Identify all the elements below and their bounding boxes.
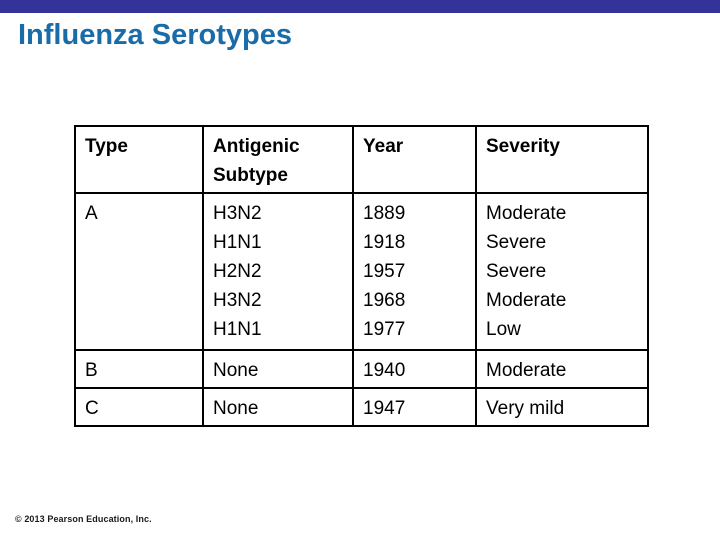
cell-subtypes-c: None — [202, 387, 354, 427]
table-row-type-a: A H3N2 H1N1 H2N2 H3N2 H1N1 1889 1918 195… — [74, 192, 649, 351]
top-accent-bar — [0, 0, 720, 13]
copyright-footer: © 2013 Pearson Education, Inc. — [15, 514, 152, 524]
column-header-year: Year — [352, 125, 477, 194]
cell-years-a: 1889 1918 1957 1968 1977 — [352, 192, 477, 351]
cell-severities-a: Moderate Severe Severe Moderate Low — [475, 192, 649, 351]
cell-severities-c: Very mild — [475, 387, 649, 427]
column-header-antigenic-subtype: Antigenic Subtype — [202, 125, 354, 194]
cell-type-c: C — [74, 387, 204, 427]
column-header-severity: Severity — [475, 125, 649, 194]
table-row-type-c: C None 1947 Very mild — [74, 387, 649, 427]
cell-subtypes-b: None — [202, 349, 354, 389]
table-row-type-b: B None 1940 Moderate — [74, 349, 649, 389]
cell-years-b: 1940 — [352, 349, 477, 389]
cell-severities-b: Moderate — [475, 349, 649, 389]
influenza-serotypes-table: Type Antigenic Subtype Year Severity A H… — [74, 125, 649, 427]
cell-subtypes-a: H3N2 H1N1 H2N2 H3N2 H1N1 — [202, 192, 354, 351]
cell-type-b: B — [74, 349, 204, 389]
slide-title: Influenza Serotypes — [18, 19, 292, 51]
table-header-row: Type Antigenic Subtype Year Severity — [74, 125, 649, 194]
column-header-type: Type — [74, 125, 204, 194]
cell-years-c: 1947 — [352, 387, 477, 427]
cell-type-a: A — [74, 192, 204, 351]
